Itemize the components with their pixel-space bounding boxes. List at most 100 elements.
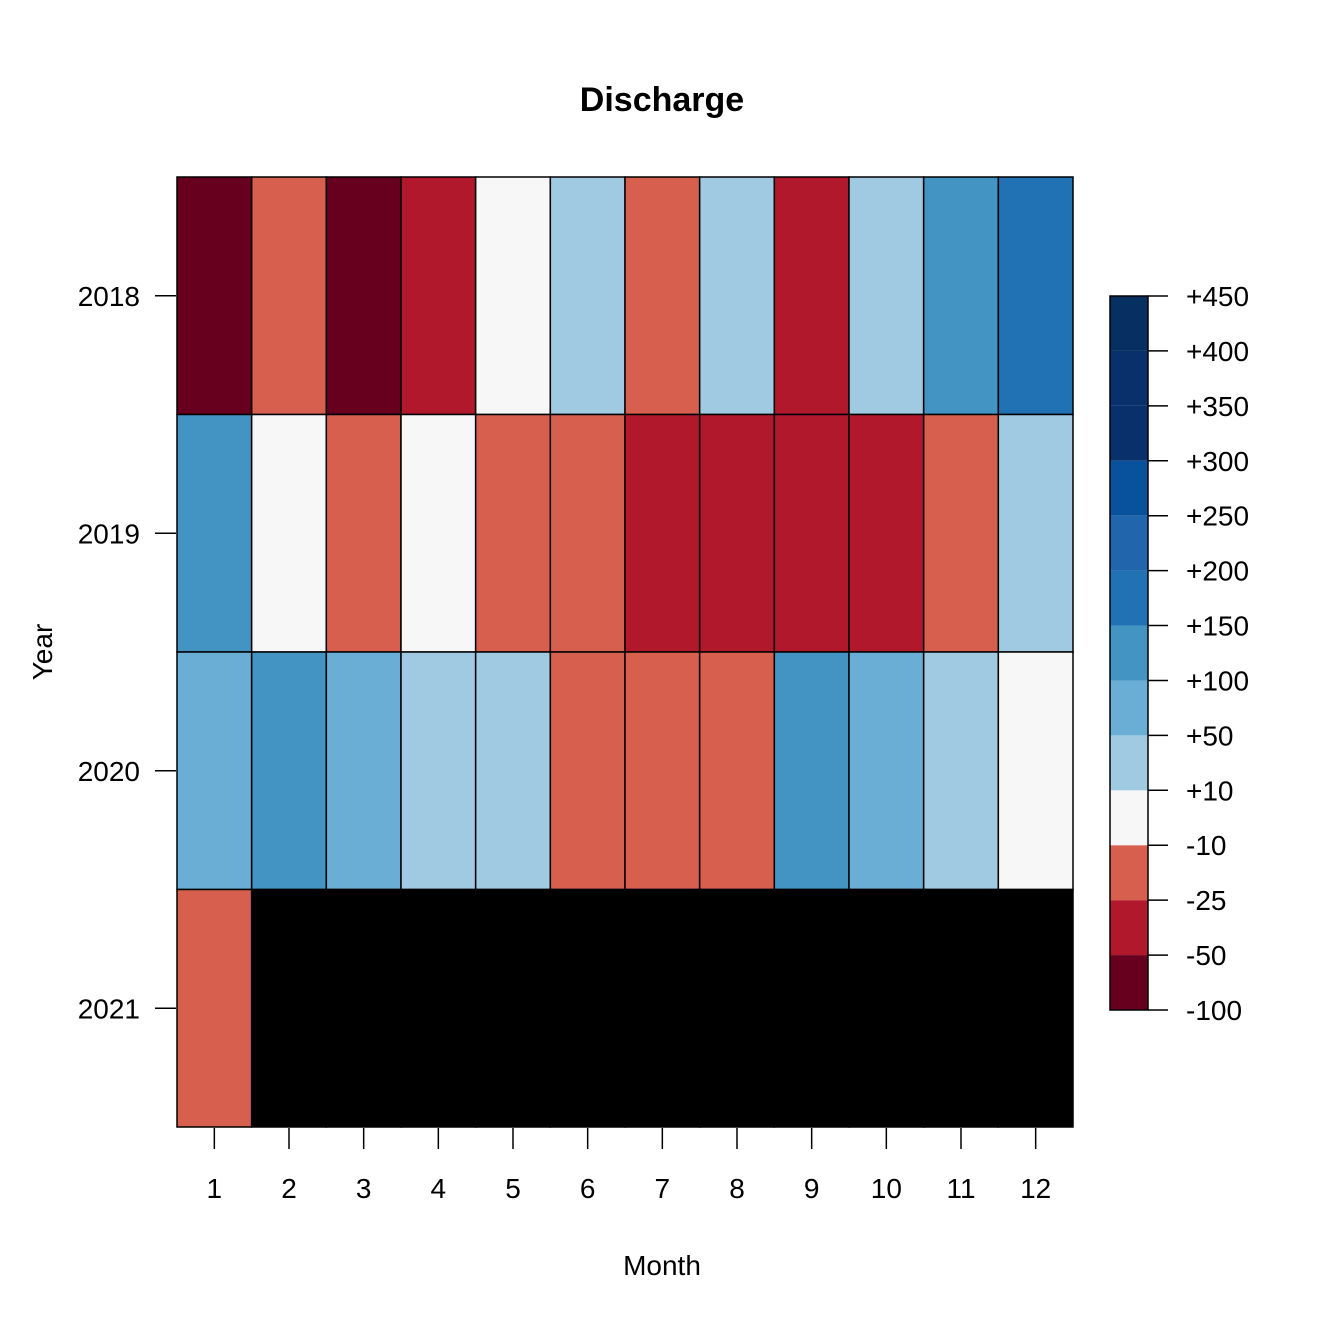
x-tick-label: 7 [655, 1173, 671, 1204]
legend-label: +300 [1186, 446, 1249, 477]
heatmap-cell [176, 651, 253, 891]
heatmap-cell [698, 176, 776, 416]
legend-color-box [1110, 296, 1148, 351]
heatmap-cell [250, 888, 328, 1128]
heatmap-cell [325, 651, 402, 891]
legend-label: +350 [1186, 391, 1249, 422]
legend-label: +250 [1186, 501, 1249, 532]
heatmap-cell [922, 651, 1000, 891]
x-tick-label: 12 [1020, 1173, 1051, 1204]
heatmap-cell [922, 413, 1000, 653]
heatmap-cell [549, 176, 626, 416]
legend-label: +100 [1186, 665, 1249, 696]
heatmap-cell [922, 176, 1000, 416]
legend-label: -25 [1186, 885, 1226, 916]
legend-label: -100 [1186, 995, 1242, 1026]
heatmap-cell [848, 651, 925, 891]
legend-label: -10 [1186, 830, 1226, 861]
heatmap-cell [549, 413, 626, 653]
heatmap-cell [549, 888, 626, 1128]
legend-label: +450 [1186, 281, 1249, 312]
chart-title: Discharge [580, 81, 744, 119]
heatmap-cell [474, 413, 552, 653]
heatmap-cell [250, 651, 328, 891]
x-tick-label: 3 [356, 1173, 372, 1204]
legend-label: +50 [1186, 720, 1234, 751]
heatmap-cell [176, 888, 253, 1128]
heatmap-cell [400, 651, 477, 891]
heatmap-cell [773, 413, 850, 653]
heatmap-cell [400, 888, 477, 1128]
x-tick-label: 11 [946, 1173, 975, 1204]
legend-color-box [1110, 955, 1148, 1010]
x-axis-label: Month [623, 1250, 701, 1281]
heatmap-cell [474, 651, 552, 891]
heatmap-cell [624, 413, 701, 653]
heatmap-cells [176, 176, 1074, 1128]
legend-color-box [1110, 680, 1148, 736]
y-tick-label: 2018 [78, 281, 140, 312]
heatmap-cell [997, 413, 1074, 653]
heatmap-cell [922, 888, 1000, 1128]
heatmap-cell [624, 888, 701, 1128]
heatmap-cell [698, 888, 776, 1128]
legend-color-box [1110, 790, 1148, 846]
x-tick-label: 2 [281, 1173, 297, 1204]
legend-color-box [1110, 350, 1148, 406]
heatmap-cell [325, 176, 402, 416]
y-tick-label: 2020 [78, 756, 140, 787]
heatmap-cell [250, 176, 328, 416]
y-axis: 2018 2019 2020 2021 [78, 281, 176, 1024]
legend-color-box [1110, 625, 1148, 681]
legend-color-box [1110, 460, 1148, 516]
legend-color-box [1110, 900, 1148, 956]
heatmap-cell [698, 413, 776, 653]
heatmap-cell [250, 413, 328, 653]
heatmap-cell [997, 888, 1074, 1128]
x-tick-label: 4 [431, 1173, 447, 1204]
heatmap-cell [997, 176, 1074, 416]
legend-label: +10 [1186, 775, 1234, 806]
x-tick-label: 10 [871, 1173, 902, 1204]
y-axis-label: Year [27, 624, 58, 681]
heatmap-cell [773, 651, 850, 891]
legend-color-box [1110, 405, 1148, 461]
heatmap-cell [400, 413, 477, 653]
heatmap-cell [997, 651, 1074, 891]
y-tick-label: 2019 [78, 518, 140, 549]
heatmap-cell [773, 176, 850, 416]
heatmap-cell [176, 413, 253, 653]
heatmap-cell [474, 176, 552, 416]
legend-color-box [1110, 735, 1148, 791]
heatmap-cell [698, 651, 776, 891]
x-tick-label: 1 [207, 1173, 223, 1204]
heatmap-cell [848, 888, 925, 1128]
color-legend: -100 -50 -25 -10 +10 +50 +100 +150 +200 +250 +300 +… [1109, 281, 1249, 1026]
heatmap-cell [176, 176, 253, 416]
legend-label: +400 [1186, 336, 1249, 367]
heatmap-cell [773, 888, 850, 1128]
x-tick-label: 8 [729, 1173, 745, 1204]
heatmap-cell [474, 888, 552, 1128]
legend-label: +150 [1186, 611, 1249, 642]
legend-color-box [1110, 570, 1148, 626]
legend-color-box [1110, 515, 1148, 571]
legend-color-box [1110, 845, 1148, 901]
heatmap-cell [400, 176, 477, 416]
heatmap-cell [549, 651, 626, 891]
legend-label: -50 [1186, 940, 1226, 971]
heatmap-cell [624, 651, 701, 891]
heatmap-cell [848, 176, 925, 416]
legend-label: +200 [1186, 556, 1249, 587]
y-tick-label: 2021 [78, 993, 140, 1024]
x-tick-label: 9 [804, 1173, 820, 1204]
heatmap-cell [325, 413, 402, 653]
heatmap-cell [325, 888, 402, 1128]
x-tick-label: 6 [580, 1173, 596, 1204]
legend-border [1109, 295, 1149, 1011]
heatmap-cell [848, 413, 925, 653]
x-axis: 1 2 3 4 5 6 7 8 9 10 11 12 [207, 1128, 1051, 1204]
x-tick-label: 5 [505, 1173, 521, 1204]
heatmap-cell [624, 176, 701, 416]
